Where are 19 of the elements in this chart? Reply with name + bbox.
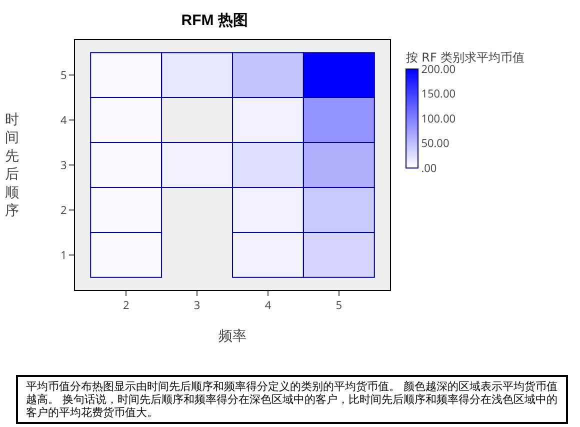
x-axis-title: 频率 xyxy=(218,328,246,344)
x-tick-label: 5 xyxy=(336,298,342,314)
text: 平均币值分布热图显示由时间先后顺序和频率得分定义的类别的平均货币值。 颜色越深的区域表示平均货币值越高。 换句话说，时间先后顺序和频率得分在深色区域中的客户，比时间先后顺序和频率得分在浅色区域中的客户的平均花费货币值大。 xyxy=(16,375,568,424)
color-bar-label: 150.00 xyxy=(421,86,456,102)
y-axis-title: 时间先后顺序 xyxy=(5,112,19,219)
color-bar-label: 200.00 xyxy=(421,62,456,77)
y-tick-label: 5 xyxy=(60,68,67,83)
color-bar-label: 50.00 xyxy=(421,136,450,152)
chart-title: RFM 热图 xyxy=(181,12,248,30)
x-tick-label: 2 xyxy=(122,298,130,314)
color-bar-label: 100.00 xyxy=(421,111,456,126)
color-bar-label: .00 xyxy=(421,160,437,176)
y-tick-label: 1 xyxy=(60,248,67,263)
x-tick-label: 3 xyxy=(194,298,200,314)
y-tick-label: 2 xyxy=(60,202,67,218)
y-tick-label: 3 xyxy=(60,158,67,173)
color-bar-title: 按 RF 类别求平均币值 xyxy=(406,50,525,64)
y-tick-label: 4 xyxy=(60,112,68,128)
x-tick-label: 4 xyxy=(264,298,272,314)
